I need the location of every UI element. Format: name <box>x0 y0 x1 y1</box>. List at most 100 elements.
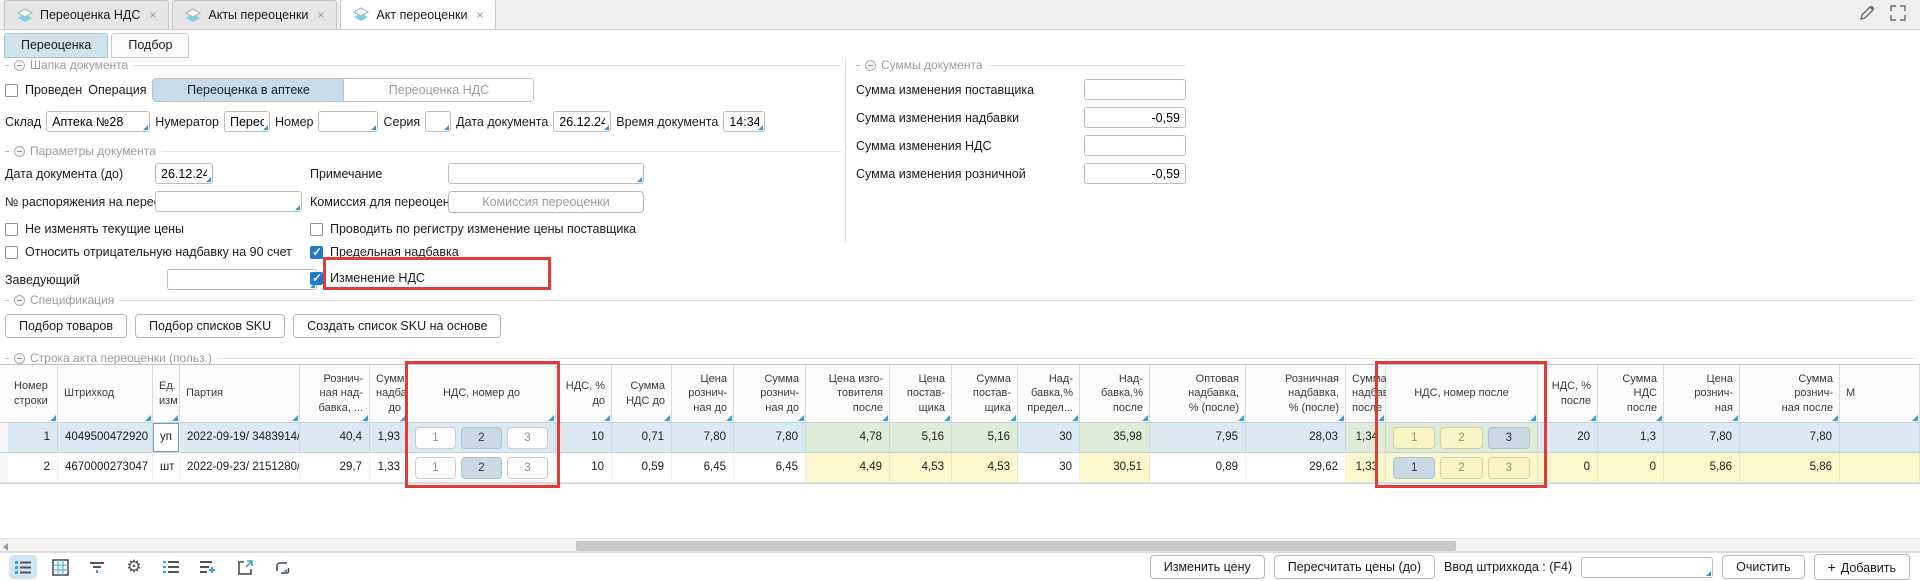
col-header-markup-after[interactable]: Над- бавка,% после <box>1080 365 1150 423</box>
cell-markup-after[interactable]: 35,98 <box>1080 423 1150 453</box>
cell-sum-retail-after[interactable]: 7,80 <box>1740 423 1840 453</box>
collapse-icon[interactable] <box>14 145 25 157</box>
col-header-retail-markup[interactable]: Рознич- ная над- бавка, ... <box>300 365 370 423</box>
cell-partial[interactable] <box>1840 423 1920 453</box>
col-header-supplier-sum[interactable]: Сумма постав- щика <box>952 365 1018 423</box>
close-icon[interactable]: × <box>317 8 325 22</box>
cell-supplier-sum[interactable]: 4,53 <box>952 453 1018 483</box>
collapse-icon[interactable] <box>865 59 876 71</box>
close-icon[interactable]: × <box>476 7 484 22</box>
nds-1-button[interactable]: 1 <box>1393 426 1436 449</box>
col-header-price-retail-before[interactable]: Цена рознич- ная до <box>672 365 734 423</box>
scrollbar-thumb[interactable] <box>576 541 1456 551</box>
cell-retail-markup[interactable]: 40,4 <box>300 423 370 453</box>
numerator-input[interactable] <box>224 111 270 132</box>
nds-change-checkbox[interactable]: Изменение НДС <box>310 271 425 285</box>
series-input[interactable] <box>425 111 452 132</box>
collapse-icon[interactable] <box>14 59 25 71</box>
collapse-icon[interactable] <box>14 294 25 306</box>
cell-markup-sum-after[interactable]: 1,34 <box>1346 423 1386 453</box>
cell-maker-price-after[interactable]: 4,49 <box>806 453 890 483</box>
cell-row-number[interactable]: 1 <box>8 423 58 453</box>
tab-podbor[interactable]: Подбор <box>111 33 190 58</box>
window-tab-revaluation-nds[interactable]: Переоценка НДС × <box>4 0 170 29</box>
col-header-markup-sum-after[interactable]: Сумма надбавки после <box>1346 365 1400 423</box>
settings-gear-icon[interactable]: ⚙ <box>126 557 142 576</box>
add-button[interactable]: + Добавить <box>1813 554 1910 580</box>
col-header-retail-markup-after[interactable]: Розничная надбавка, % (после) <box>1246 365 1346 423</box>
cell-opt-markup-after[interactable]: 7,95 <box>1150 423 1246 453</box>
cell-sum-retail-after[interactable]: 5,86 <box>1740 453 1840 483</box>
checkbox-icon[interactable] <box>5 222 18 236</box>
cell-supplier-sum[interactable]: 5,16 <box>952 423 1018 453</box>
cell-nds-sum-before[interactable]: 0,71 <box>612 423 672 453</box>
cell-sum-retail-before[interactable]: 6,45 <box>734 453 806 483</box>
checkbox-icon[interactable] <box>310 222 323 236</box>
barcode-input[interactable] <box>1581 556 1714 578</box>
col-header-opt-markup-after[interactable]: Оптовая надбавка, % (после) <box>1150 365 1246 423</box>
select-sku-lists-button[interactable]: Подбор списков SKU <box>135 314 286 338</box>
limit-markup-checkbox[interactable]: Предельная надбавка <box>310 245 459 259</box>
toggle-pereotsenka-nds[interactable]: Переоценка НДС <box>343 79 534 101</box>
nds-3-button[interactable]: 3 <box>1487 426 1530 449</box>
col-header-nds-number-before[interactable]: НДС, номер до <box>408 365 556 423</box>
cell-nds-pct-after[interactable]: 20 <box>1538 423 1598 453</box>
change-price-button[interactable]: Изменить цену <box>1149 555 1265 579</box>
sum-retail-change-input[interactable] <box>1084 163 1186 184</box>
cell-barcode[interactable]: 4670000273047 <box>58 453 153 483</box>
cell-markup-limit[interactable]: 30 <box>1018 453 1080 483</box>
cell-price-retail-before[interactable]: 6,45 <box>672 453 734 483</box>
cell-barcode[interactable]: 4049500472920 <box>58 423 153 453</box>
nds-1-button[interactable]: 1 <box>415 456 456 479</box>
col-header-sum-retail-after[interactable]: Сумма рознич- ная после <box>1740 365 1840 423</box>
filter-icon[interactable] <box>83 555 111 579</box>
sum-nds-change-input[interactable] <box>1084 135 1186 156</box>
warehouse-input[interactable] <box>46 111 151 132</box>
checkbox-icon[interactable] <box>5 83 18 97</box>
numbered-list-icon[interactable] <box>157 555 185 579</box>
cell-supplier-price[interactable]: 4,53 <box>890 453 952 483</box>
col-header-maker-price-after[interactable]: Цена изго- товителя после <box>806 365 890 423</box>
window-tab-revaluation-act[interactable]: Акт переоценки × <box>340 0 497 29</box>
col-header-batch[interactable]: Партия <box>180 365 300 423</box>
cell-retail-markup-after[interactable]: 29,62 <box>1246 453 1346 483</box>
nds-2-button[interactable]: 2 <box>461 456 502 479</box>
toggle-pereotsenka-v-apteke[interactable]: Переоценка в аптеке <box>153 79 344 101</box>
cell-nds-pct-before[interactable]: 10 <box>556 423 612 453</box>
proveden-checkbox[interactable]: Проведен <box>5 83 82 97</box>
col-header-nds-sum-after[interactable]: Сумма НДС после <box>1598 365 1664 423</box>
cell-markup-sum-after[interactable]: 1,33 <box>1346 453 1386 483</box>
cell-price-retail[interactable]: 5,86 <box>1664 453 1740 483</box>
doc-time-input[interactable] <box>723 111 766 132</box>
commission-button[interactable]: Комиссия переоценки <box>448 191 644 213</box>
scroll-left-arrow-icon[interactable] <box>3 543 8 551</box>
number-input[interactable] <box>318 111 379 132</box>
cell-nds-pct-before[interactable]: 10 <box>556 453 612 483</box>
col-header-nds-number-after[interactable]: НДС, номер после <box>1386 365 1538 423</box>
cell-nds-sum-after[interactable]: 1,3 <box>1598 423 1664 453</box>
cell-unit[interactable]: уп <box>153 423 180 453</box>
cell-maker-price-after[interactable]: 4,78 <box>806 423 890 453</box>
expand-icon[interactable] <box>1890 4 1906 21</box>
col-header-nds-sum-before[interactable]: Сумма НДС до <box>612 365 672 423</box>
close-icon[interactable]: × <box>149 8 157 22</box>
cell-supplier-price[interactable]: 5,16 <box>890 423 952 453</box>
view-list-icon[interactable] <box>9 555 37 579</box>
cell-opt-markup-after[interactable]: 0,89 <box>1150 453 1246 483</box>
col-header-price-retail[interactable]: Цена рознич- ная <box>1664 365 1740 423</box>
edit-pencil-icon[interactable] <box>1859 4 1876 21</box>
cell-nds-pct-after[interactable]: 0 <box>1538 453 1598 483</box>
nds-2-button[interactable]: 2 <box>1440 456 1483 479</box>
col-header-unit[interactable]: Ед. изм <box>153 365 180 423</box>
cell-markup-sum-before[interactable]: 1,93 <box>370 423 408 453</box>
clear-button[interactable]: Очистить <box>1722 555 1805 579</box>
cell-retail-markup[interactable]: 29,7 <box>300 453 370 483</box>
checkbox-checked-icon[interactable] <box>310 271 323 285</box>
cell-sum-retail-before[interactable]: 7,80 <box>734 423 806 453</box>
cell-price-retail[interactable]: 7,80 <box>1664 423 1740 453</box>
cell-batch[interactable]: 2022-09-23/ 2151280/... <box>180 453 300 483</box>
nds-2-button[interactable]: 2 <box>461 426 502 449</box>
col-header-markup-limit[interactable]: Над- бавка,% предел... <box>1018 365 1080 423</box>
checkbox-checked-icon[interactable] <box>310 245 323 259</box>
col-header-sum-retail-before[interactable]: Сумма рознич- ная до <box>734 365 806 423</box>
